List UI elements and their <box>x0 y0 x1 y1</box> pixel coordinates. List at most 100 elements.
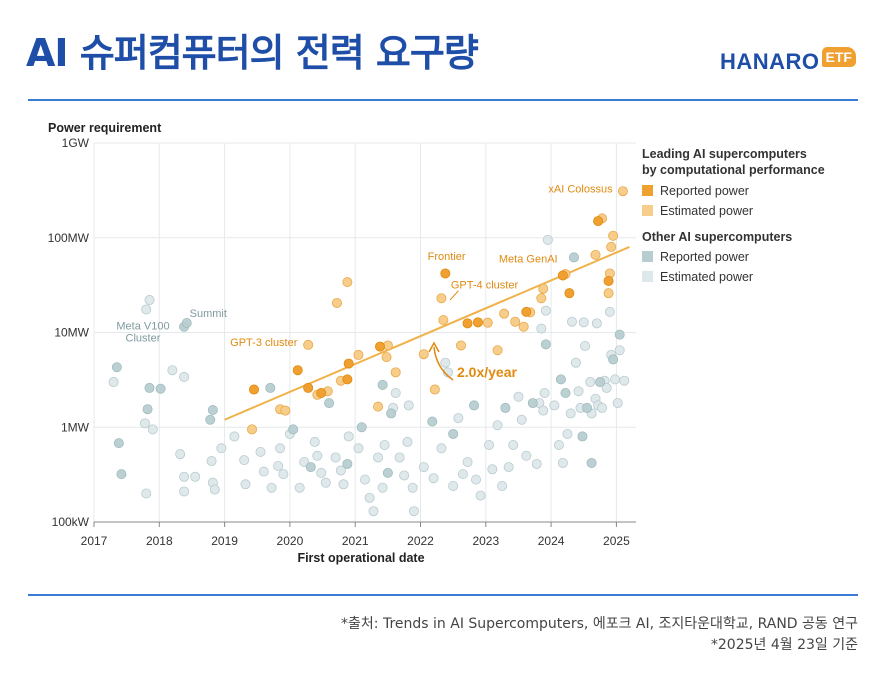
legend-group1-subtitle: by computational performance <box>642 163 825 177</box>
leading-reported-point <box>375 341 386 352</box>
leading-reported-point <box>342 374 353 385</box>
grid <box>93 142 636 523</box>
x-axis-title: First operational date <box>297 551 424 565</box>
leading-estimated-point <box>482 317 493 328</box>
leading-reported-point <box>472 317 483 328</box>
other-reported-point <box>155 383 166 394</box>
annotation-label: Summit <box>190 308 227 320</box>
growth-arrow <box>433 346 454 381</box>
leading-estimated-point <box>536 293 547 304</box>
other-estimated-point <box>440 357 451 368</box>
legend-label-leading-reported: Reported power <box>660 184 749 198</box>
other-estimated-point <box>580 341 591 352</box>
leading-reported-point <box>316 387 327 398</box>
other-estimated-point <box>278 469 289 480</box>
other-reported-point <box>144 382 155 393</box>
brand-badge: ETF <box>821 47 856 67</box>
other-estimated-point <box>258 466 269 477</box>
leading-estimated-point <box>436 293 447 304</box>
other-estimated-point <box>402 436 413 447</box>
other-estimated-point <box>567 316 578 327</box>
leading-estimated-point <box>606 241 617 252</box>
leading-estimated-point <box>499 308 510 319</box>
other-reported-point <box>386 408 397 419</box>
other-estimated-point <box>619 375 630 386</box>
other-estimated-point <box>612 398 623 409</box>
other-estimated-point <box>206 456 217 467</box>
other-estimated-point <box>359 474 370 485</box>
other-estimated-point <box>294 482 305 493</box>
x-tick-label: 2018 <box>146 534 173 548</box>
other-estimated-point <box>147 424 158 435</box>
leading-estimated-point <box>455 340 466 351</box>
power-requirement-chart: 2017 2018 2019 2020 2021 2022 2023 2024 2025 1GW 1… <box>48 121 825 565</box>
x-tick-label: 2024 <box>538 534 565 548</box>
other-estimated-point <box>394 452 405 463</box>
other-estimated-point <box>408 506 419 517</box>
other-estimated-point <box>492 420 503 431</box>
other-estimated-point <box>175 449 186 460</box>
other-reported-point <box>111 362 122 373</box>
other-reported-point <box>568 252 579 263</box>
other-estimated-point <box>338 479 349 490</box>
other-reported-point <box>608 354 619 365</box>
legend-label-other-reported: Reported power <box>660 250 749 264</box>
other-reported-point <box>116 469 127 480</box>
other-estimated-point <box>179 471 190 482</box>
x-tick-label: 2017 <box>81 534 108 548</box>
other-estimated-point <box>373 452 384 463</box>
x-tick-label: 2022 <box>407 534 434 548</box>
other-estimated-point <box>428 473 439 484</box>
y-tick-label: 100MW <box>48 231 90 245</box>
leading-estimated-point <box>381 352 392 363</box>
other-estimated-point <box>141 304 152 315</box>
annotation-label: Cluster <box>126 333 161 345</box>
other-estimated-point <box>320 477 331 488</box>
other-estimated-point <box>562 428 573 439</box>
legend-group2-title: Other AI supercomputers <box>642 230 792 244</box>
other-estimated-point <box>316 467 327 478</box>
other-reported-point <box>324 398 335 409</box>
annotation-label: Frontier <box>428 251 466 263</box>
legend-label-leading-estimated: Estimated power <box>660 204 753 218</box>
other-estimated-point <box>216 443 227 454</box>
bottom-divider <box>28 594 858 596</box>
other-estimated-point <box>139 418 150 429</box>
other-estimated-point <box>335 465 346 476</box>
other-estimated-point <box>497 480 508 491</box>
other-reported-point <box>586 457 597 468</box>
other-estimated-point <box>597 402 608 413</box>
other-estimated-point <box>240 479 251 490</box>
legend: Leading AI supercomputers by computationa… <box>642 147 825 284</box>
other-estimated-point <box>190 471 201 482</box>
other-reported-point <box>427 416 438 427</box>
growth-rate-label: 2.0x/year <box>457 364 517 380</box>
y-tick-label: 100kW <box>52 515 90 529</box>
legend-swatch-other-reported <box>642 251 653 262</box>
source-note: *출처: Trends in AI Supercomputers, 에포크 AI… <box>341 614 858 656</box>
other-estimated-point <box>516 414 527 425</box>
leading-estimated-point <box>492 345 503 356</box>
other-reported-point <box>614 329 625 340</box>
annotation-label: Meta V100 <box>116 320 169 332</box>
source-date: *2025년 4월 23일 기준 <box>710 637 858 653</box>
other-estimated-point <box>538 405 549 416</box>
other-estimated-point <box>353 443 364 454</box>
other-estimated-point <box>399 470 410 481</box>
other-estimated-point <box>299 456 310 467</box>
other-estimated-point <box>275 443 286 454</box>
other-estimated-point <box>565 408 576 419</box>
other-reported-point <box>577 431 588 442</box>
other-estimated-point <box>457 469 468 480</box>
other-reported-point <box>527 398 538 409</box>
other-estimated-point <box>539 387 550 398</box>
other-estimated-point <box>570 357 581 368</box>
other-reported-point <box>469 400 480 411</box>
y-tick-label: 1GW <box>62 136 90 150</box>
page-title: AI 슈퍼컴퓨터의 전력 요구량 <box>26 31 479 75</box>
other-estimated-point <box>239 455 250 466</box>
legend-swatch-other-estimated <box>642 271 653 282</box>
legend-group1-title: Leading AI supercomputers <box>642 147 807 161</box>
leading-estimated-point <box>303 339 314 350</box>
